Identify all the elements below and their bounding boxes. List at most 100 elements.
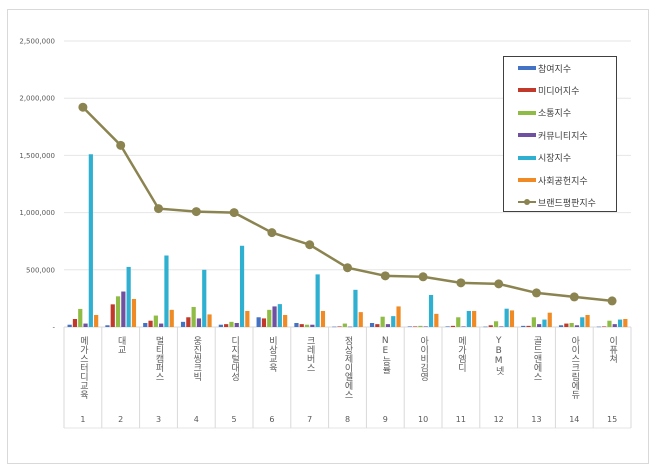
bar-0-0 <box>67 324 72 327</box>
bar-2-6 <box>304 324 310 327</box>
y-tick-label: - <box>52 324 55 332</box>
legend-swatch <box>518 133 536 138</box>
bar-2-0 <box>78 308 83 327</box>
category-label: 이퓨쳐 <box>607 336 617 364</box>
bar-3-11 <box>499 326 504 327</box>
category-label: 골드앤에스 <box>532 336 542 381</box>
category-label: 멀티캠퍼스 <box>154 335 164 381</box>
bar-3-5 <box>272 306 277 327</box>
rank-label: 9 <box>383 415 388 424</box>
brand-index-point-1 <box>116 140 126 150</box>
bar-2-11 <box>493 321 499 327</box>
bar-0-2 <box>143 322 148 327</box>
bar-2-7 <box>342 323 347 327</box>
bar-4-5 <box>277 304 282 327</box>
rank-label: 1 <box>80 415 85 424</box>
bar-2-10 <box>456 317 461 327</box>
legend-swatch <box>518 66 536 70</box>
bar-5-0 <box>94 314 99 327</box>
bar-2-5 <box>267 309 272 327</box>
y-tick-label: 2,500,000 <box>19 38 55 46</box>
rank-label: 13 <box>531 415 541 424</box>
bar-4-2 <box>164 255 169 327</box>
bar-4-1 <box>126 266 131 327</box>
y-tick-label: 1,500,000 <box>19 152 55 160</box>
category-label: 아이스크림에듀 <box>569 336 579 400</box>
bar-0-7 <box>332 326 337 328</box>
bar-4-14 <box>617 319 623 327</box>
brand-index-point-13 <box>569 292 579 302</box>
legend-item: 사회공헌지수 <box>518 173 588 187</box>
bar-0-11 <box>483 326 488 328</box>
rank-label: 4 <box>194 415 199 424</box>
bar-5-8 <box>396 306 401 327</box>
bar-5-11 <box>509 310 515 327</box>
bar-1-12 <box>526 325 531 327</box>
legend-swatch <box>518 178 536 182</box>
brand-index-point-7 <box>343 263 352 273</box>
bar-5-14 <box>623 318 628 327</box>
legend-item: 시장지수 <box>518 151 571 165</box>
legend-swatch <box>518 88 536 93</box>
bar-3-0 <box>83 323 88 327</box>
bar-3-13 <box>574 325 580 327</box>
legend-item: 미디어지수 <box>518 83 579 97</box>
rank-label: 2 <box>118 415 123 424</box>
bar-2-3 <box>191 306 196 327</box>
legend-swatch <box>518 110 536 115</box>
bar-5-6 <box>320 310 326 327</box>
brand-index-point-5 <box>267 228 277 238</box>
category-label: 웅진씽크빅 <box>191 336 201 382</box>
legend-label: 참여지수 <box>538 64 572 75</box>
category-label: 아이비김영 <box>418 336 428 381</box>
brand-index-point-2 <box>154 204 163 214</box>
bar-0-1 <box>105 325 110 327</box>
bar-5-5 <box>283 314 288 327</box>
bar-1-2 <box>148 320 153 327</box>
bar-4-4 <box>239 245 245 327</box>
bar-2-4 <box>229 321 234 327</box>
category-label: NE능률 <box>380 336 390 374</box>
bar-5-7 <box>358 312 363 327</box>
bar-1-4 <box>224 324 229 327</box>
bar-5-9 <box>434 313 439 327</box>
legend-item: 브랜드평판지수 <box>518 195 596 209</box>
legend-line-swatch <box>518 199 536 206</box>
bar-1-14 <box>602 326 607 327</box>
bar-3-14 <box>612 324 617 327</box>
bar-4-9 <box>428 294 434 327</box>
bar-0-10 <box>445 326 450 327</box>
legend-label: 사회공헌지수 <box>538 176 588 187</box>
legend-label: 브랜드평판지수 <box>538 198 596 209</box>
bar-3-4 <box>234 322 239 327</box>
bar-5-2 <box>169 309 174 327</box>
bar-3-6 <box>310 324 315 327</box>
category-label: 크레버스 <box>305 336 315 372</box>
bar-0-13 <box>558 325 564 327</box>
legend-item: 소통지수 <box>518 106 571 120</box>
legend-item: 커뮤니티지수 <box>518 128 588 142</box>
bar-1-1 <box>110 304 115 327</box>
bar-5-1 <box>131 298 137 327</box>
bar-2-8 <box>380 316 385 327</box>
bar-3-12 <box>537 324 542 327</box>
bar-1-9 <box>413 326 418 327</box>
bar-4-0 <box>88 154 93 327</box>
bar-1-0 <box>72 318 78 327</box>
category-label: 디지털대성 <box>229 336 239 381</box>
bar-1-6 <box>299 324 304 327</box>
bar-4-8 <box>391 316 396 327</box>
bar-2-14 <box>607 320 612 327</box>
bar-3-3 <box>196 318 202 327</box>
rank-label: 14 <box>569 415 579 424</box>
legend-label: 소통지수 <box>538 109 572 120</box>
bar-4-10 <box>466 310 471 327</box>
rank-label: 15 <box>607 415 617 424</box>
bar-1-13 <box>564 323 569 327</box>
bar-0-5 <box>256 317 261 327</box>
bar-5-12 <box>547 312 552 327</box>
brand-index-point-3 <box>191 207 201 217</box>
bar-4-11 <box>504 308 509 327</box>
bar-3-8 <box>385 324 391 327</box>
